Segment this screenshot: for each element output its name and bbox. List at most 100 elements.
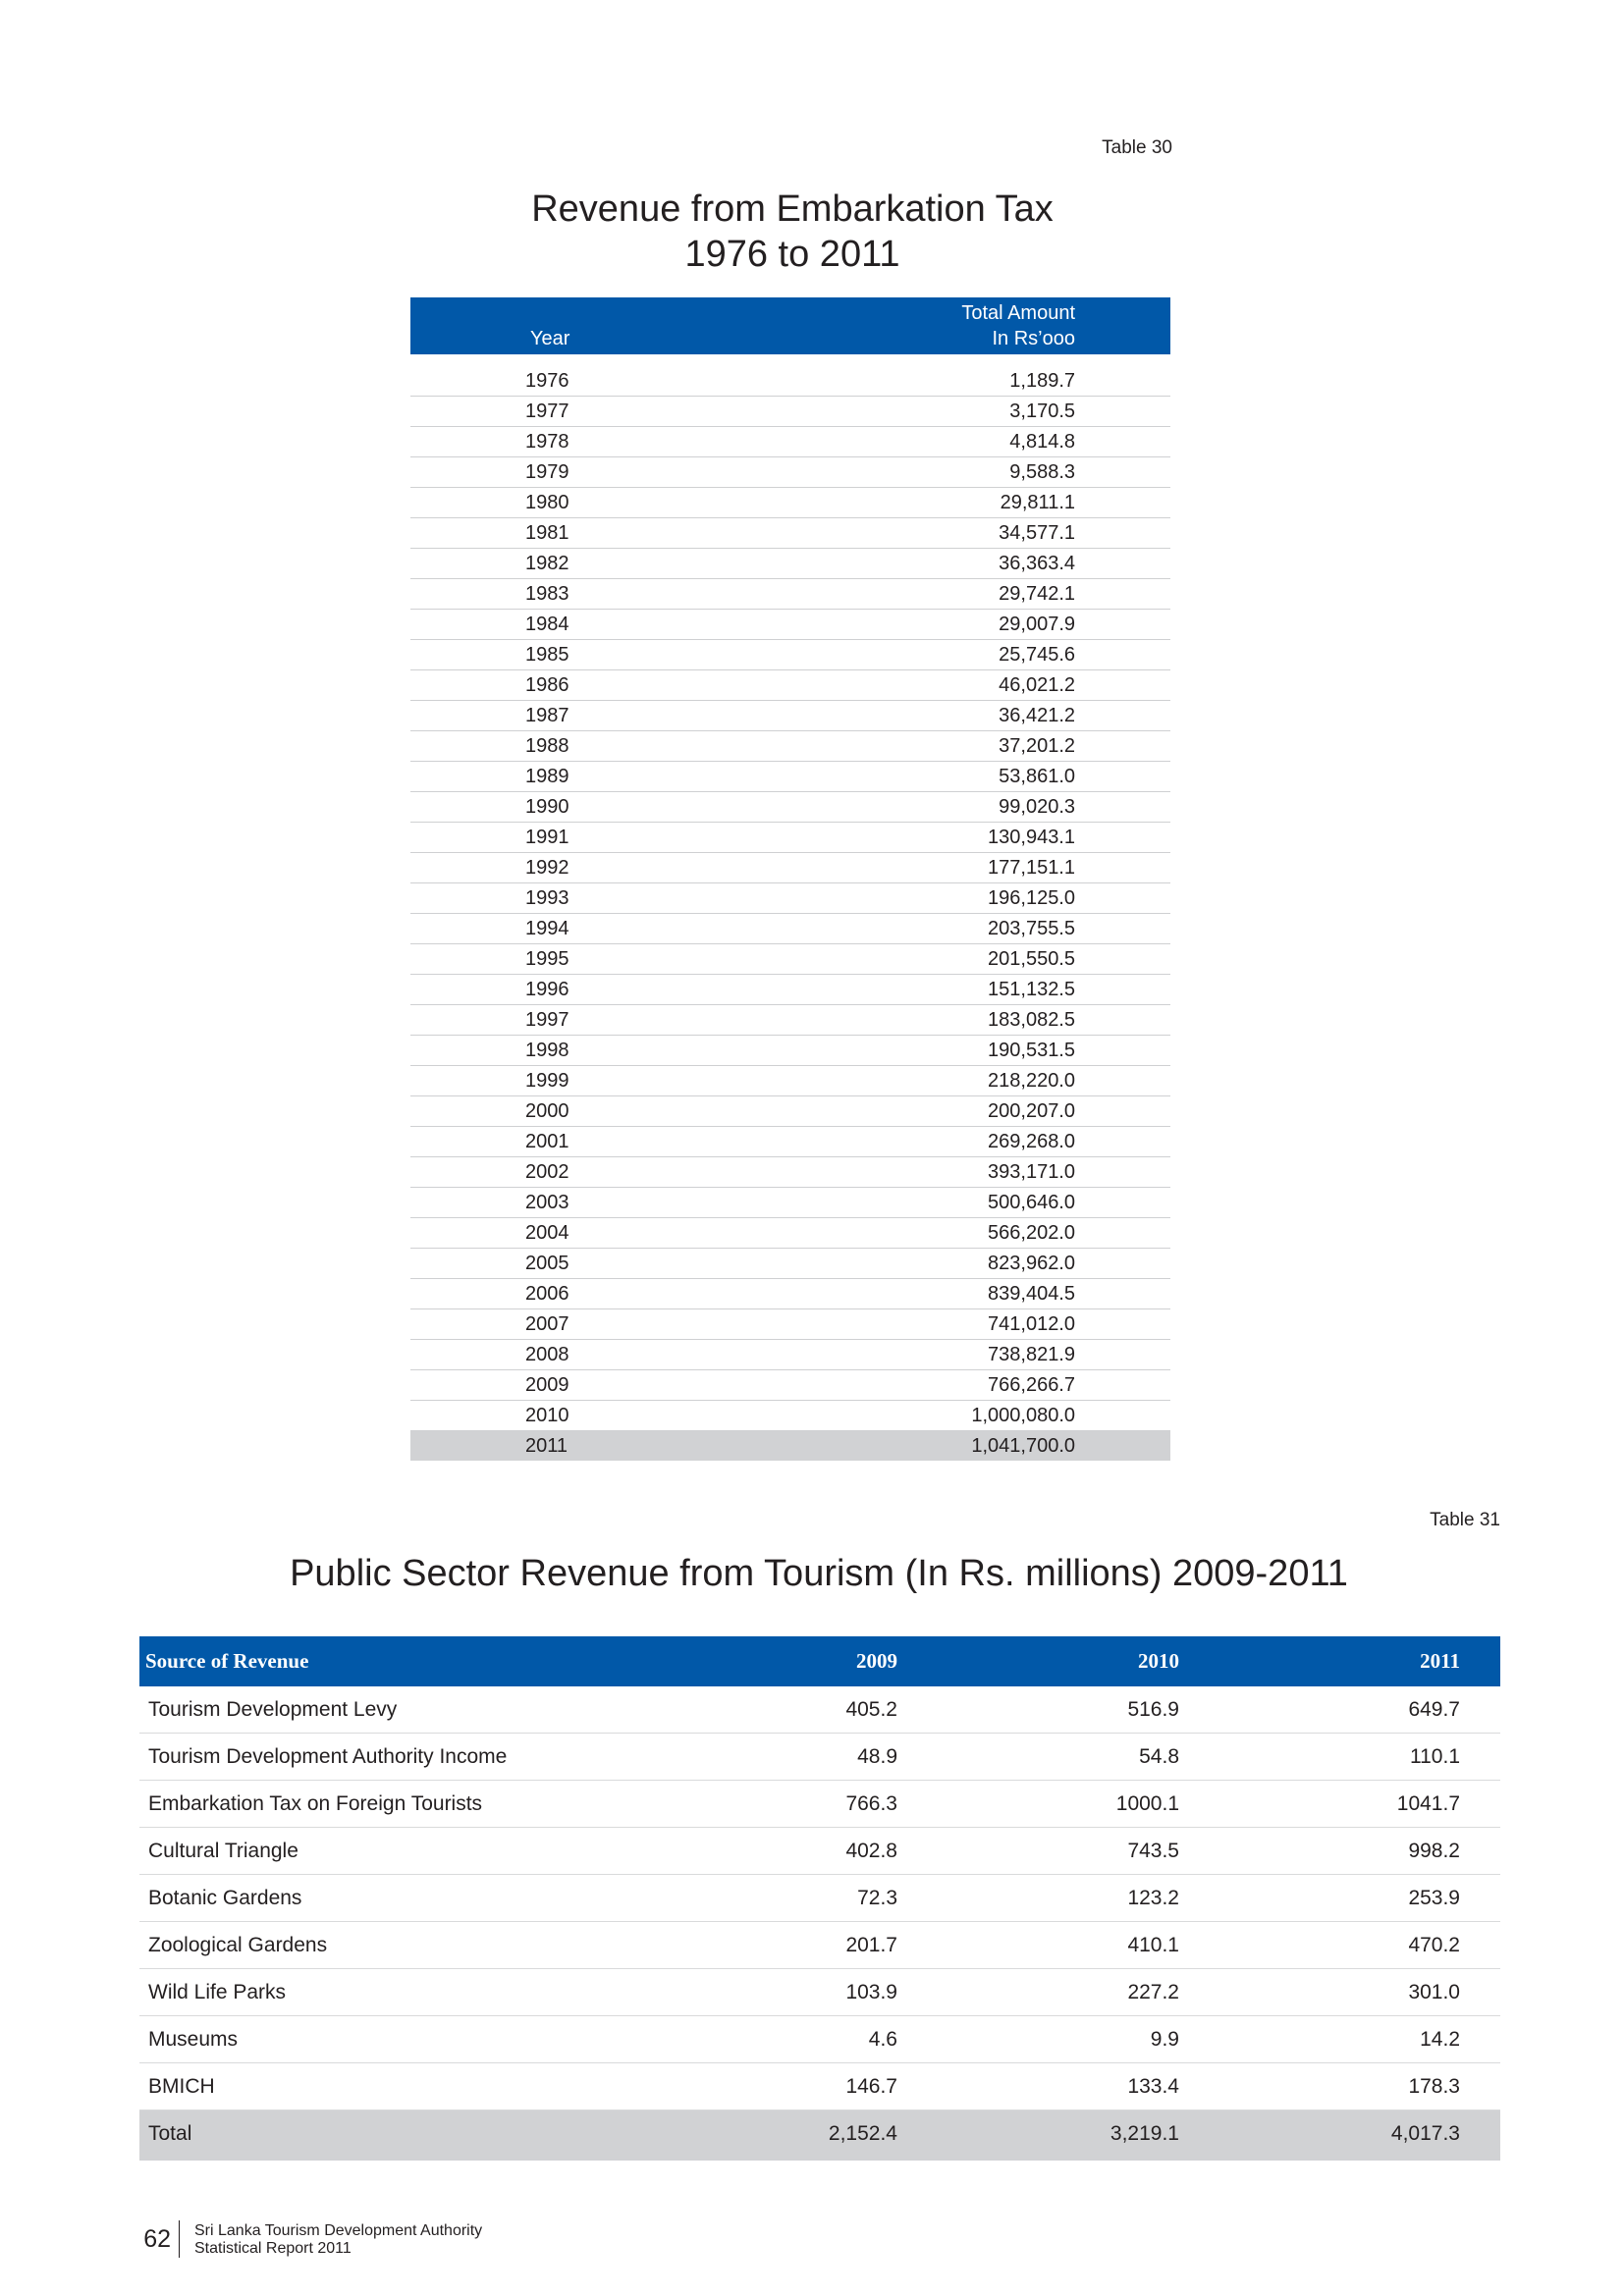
year-cell: 1999 bbox=[525, 1070, 569, 1092]
table-row: 2003 500,646.0 bbox=[410, 1188, 1170, 1218]
year-cell: 1994 bbox=[525, 918, 569, 939]
amount-cell: 37,201.2 bbox=[999, 735, 1075, 757]
year-cell: 1990 bbox=[525, 796, 569, 818]
table-row: 1996 151,132.5 bbox=[410, 975, 1170, 1005]
year-cell: 2000 bbox=[525, 1100, 569, 1122]
table-row: 1985 25,745.6 bbox=[410, 640, 1170, 670]
year-cell: 1988 bbox=[525, 735, 569, 757]
table-row: 1983 29,742.1 bbox=[410, 579, 1170, 610]
amount-cell: 823,962.0 bbox=[988, 1253, 1075, 1274]
value-2009-cell: 201.7 bbox=[845, 1934, 897, 1956]
year-cell: 2009 bbox=[525, 1374, 569, 1396]
footer-org-line1: Sri Lanka Tourism Development Authority bbox=[194, 2222, 483, 2239]
amount-cell: 203,755.5 bbox=[988, 918, 1075, 939]
year-cell: 1987 bbox=[525, 705, 569, 726]
table-row: 1976 1,189.7 bbox=[410, 366, 1170, 397]
amount-cell: 269,268.0 bbox=[988, 1131, 1075, 1152]
amount-cell: 36,421.2 bbox=[999, 705, 1075, 726]
year-cell: 2007 bbox=[525, 1313, 569, 1335]
amount-cell: 29,007.9 bbox=[999, 614, 1075, 635]
amount-cell: 177,151.1 bbox=[988, 857, 1075, 879]
value-2011-cell: 470.2 bbox=[1408, 1934, 1460, 1956]
source-cell: Botanic Gardens bbox=[148, 1887, 302, 1909]
amount-cell: 130,943.1 bbox=[988, 827, 1075, 848]
value-2009-cell: 146.7 bbox=[845, 2075, 897, 2098]
table-30-body: 1976 1,189.7 1977 3,170.5 1978 4,814.8 1979 9,5… bbox=[410, 366, 1170, 1461]
year-cell: 1995 bbox=[525, 948, 569, 970]
value-2009-cell: 405.2 bbox=[845, 1698, 897, 1721]
source-cell: Wild Life Parks bbox=[148, 1981, 287, 2003]
value-2009-cell: 103.9 bbox=[845, 1981, 897, 2003]
amount-cell: 196,125.0 bbox=[988, 887, 1075, 909]
table-row: 1992 177,151.1 bbox=[410, 853, 1170, 883]
year-cell: 2005 bbox=[525, 1253, 569, 1274]
table-30-title: Revenue from Embarkation Tax 1976 to 201… bbox=[410, 187, 1174, 277]
table-31-title: Public Sector Revenue from Tourism (In R… bbox=[290, 1553, 1348, 1594]
year-cell: 2011 bbox=[525, 1435, 568, 1457]
year-cell: 1978 bbox=[525, 431, 569, 453]
year-cell: 1996 bbox=[525, 979, 569, 1000]
table-row: 1987 36,421.2 bbox=[410, 701, 1170, 731]
amount-cell: 4,814.8 bbox=[1009, 431, 1075, 453]
amount-cell: 34,577.1 bbox=[999, 522, 1075, 544]
value-2010-cell: 9.9 bbox=[1150, 2028, 1179, 2051]
year-cell: 2003 bbox=[525, 1192, 569, 1213]
table-31-label: Table 31 bbox=[1430, 1510, 1500, 1530]
total-2009: 2,152.4 bbox=[828, 2122, 897, 2145]
year-cell: 2004 bbox=[525, 1222, 569, 1244]
amount-cell: 201,550.5 bbox=[988, 948, 1075, 970]
header-year: Year bbox=[530, 328, 570, 349]
table-row: 1991 130,943.1 bbox=[410, 823, 1170, 853]
table-row: 1979 9,588.3 bbox=[410, 457, 1170, 488]
value-2011-cell: 998.2 bbox=[1408, 1840, 1460, 1862]
table-row: Embarkation Tax on Foreign Tourists 766.3… bbox=[139, 1781, 1500, 1828]
table-row: 2004 566,202.0 bbox=[410, 1218, 1170, 1249]
amount-cell: 393,171.0 bbox=[988, 1161, 1075, 1183]
value-2011-cell: 301.0 bbox=[1408, 1981, 1460, 2003]
value-2010-cell: 410.1 bbox=[1127, 1934, 1179, 1956]
table-row: Zoological Gardens 201.7 410.1 470.2 bbox=[139, 1922, 1500, 1969]
table-row: 2001 269,268.0 bbox=[410, 1127, 1170, 1157]
table-row: 2002 393,171.0 bbox=[410, 1157, 1170, 1188]
value-2009-cell: 402.8 bbox=[845, 1840, 897, 1862]
table-row: 2009 766,266.7 bbox=[410, 1370, 1170, 1401]
value-2009-cell: 4.6 bbox=[868, 2028, 897, 2051]
year-cell: 1982 bbox=[525, 553, 569, 574]
table-row: 2006 839,404.5 bbox=[410, 1279, 1170, 1309]
year-cell: 1993 bbox=[525, 887, 569, 909]
table-row: 1993 196,125.0 bbox=[410, 883, 1170, 914]
year-cell: 1986 bbox=[525, 674, 569, 696]
year-cell: 1998 bbox=[525, 1040, 569, 1061]
amount-cell: 766,266.7 bbox=[988, 1374, 1075, 1396]
amount-cell: 741,012.0 bbox=[988, 1313, 1075, 1335]
year-cell: 1979 bbox=[525, 461, 569, 483]
table-row: 1982 36,363.4 bbox=[410, 549, 1170, 579]
table-30-title-line1: Revenue from Embarkation Tax bbox=[531, 188, 1054, 230]
header-amount-line2: In Rs’ooo bbox=[992, 328, 1076, 349]
total-2010: 3,219.1 bbox=[1110, 2122, 1179, 2145]
table-31-body: Tourism Development Levy 405.2 516.9 649.7 T… bbox=[139, 1686, 1500, 2110]
footer-divider bbox=[179, 2220, 180, 2258]
table-row: BMICH 146.7 133.4 178.3 bbox=[139, 2063, 1500, 2110]
total-2011: 4,017.3 bbox=[1390, 2122, 1460, 2145]
year-cell: 1992 bbox=[525, 857, 569, 879]
amount-cell: 1,041,700.0 bbox=[971, 1435, 1075, 1457]
table-row: 1978 4,814.8 bbox=[410, 427, 1170, 457]
table-row: 1977 3,170.5 bbox=[410, 397, 1170, 427]
header-2010: 2010 bbox=[1138, 1649, 1179, 1673]
amount-cell: 218,220.0 bbox=[988, 1070, 1075, 1092]
table-row: 1986 46,021.2 bbox=[410, 670, 1170, 701]
source-cell: Zoological Gardens bbox=[148, 1934, 328, 1956]
amount-cell: 183,082.5 bbox=[988, 1009, 1075, 1031]
table-row: 1980 29,811.1 bbox=[410, 488, 1170, 518]
table-row: Cultural Triangle 402.8 743.5 998.2 bbox=[139, 1828, 1500, 1875]
amount-cell: 839,404.5 bbox=[988, 1283, 1075, 1305]
amount-cell: 566,202.0 bbox=[988, 1222, 1075, 1244]
value-2011-cell: 178.3 bbox=[1408, 2075, 1460, 2098]
table-row: 2007 741,012.0 bbox=[410, 1309, 1170, 1340]
header-2009: 2009 bbox=[856, 1649, 897, 1673]
value-2010-cell: 1000.1 bbox=[1115, 1792, 1179, 1815]
amount-cell: 3,170.5 bbox=[1009, 400, 1075, 422]
year-cell: 1985 bbox=[525, 644, 569, 666]
embarkation-tax-table: Year Total Amount In Rs’ooo 1976 1,189.7 1… bbox=[410, 297, 1170, 1461]
